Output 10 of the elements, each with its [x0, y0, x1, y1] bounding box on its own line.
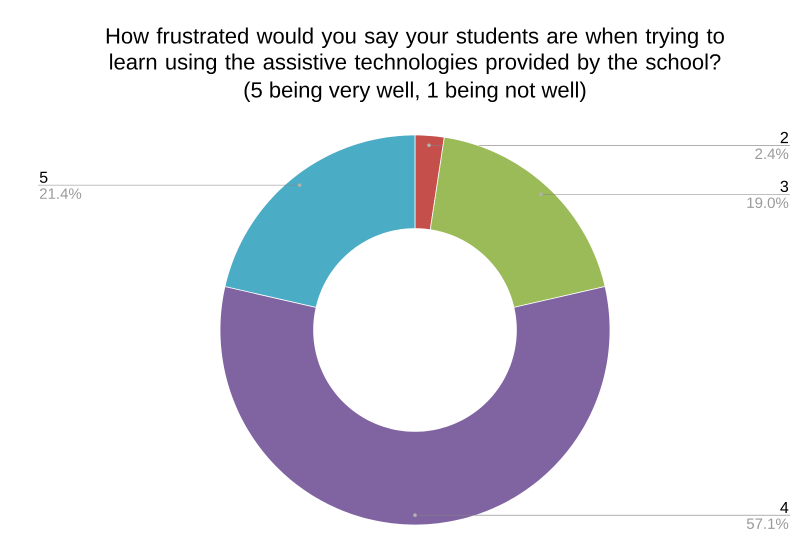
slice-label: 5	[40, 172, 48, 183]
data-label: 2.4%	[755, 148, 788, 160]
slice-label: 2	[780, 132, 788, 144]
slice-label: 3	[780, 180, 788, 192]
slice-label: 4	[780, 502, 788, 514]
data-label: 57.1%	[746, 518, 788, 529]
data-label: 19.0%	[747, 197, 788, 208]
chart-subtitle: (5 being very well, 1 being not well)	[244, 82, 586, 102]
chart-title: How frustrated would you say your students are when trying to learn using the assistive technologies provided by the school?	[106, 28, 724, 74]
data-label: 21.4%	[40, 188, 82, 199]
